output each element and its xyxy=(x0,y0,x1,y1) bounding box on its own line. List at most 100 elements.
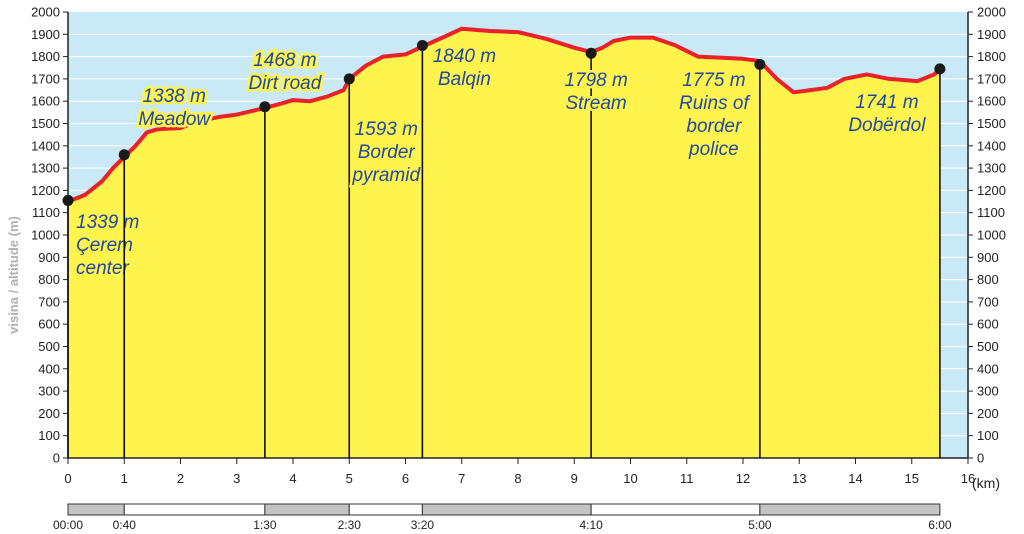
time-label: 3:20 xyxy=(411,518,435,532)
time-label: 5:00 xyxy=(748,518,772,532)
waypoint-marker xyxy=(585,47,597,59)
time-label: 0:40 xyxy=(113,518,137,532)
x-axis: 0 1 2 3 4 5 6 7 8 9 10 11 12 13 14 15 16 xyxy=(64,458,975,486)
x-tick-label: 3 xyxy=(233,471,240,486)
y-tick-label-left: 200 xyxy=(38,406,60,421)
y-tick-label-left: 1000 xyxy=(31,228,60,243)
y-tick-label-right: 1100 xyxy=(977,205,1005,220)
y-tick-label-left: 1200 xyxy=(31,183,60,198)
time-segment xyxy=(67,503,125,516)
elevation-line xyxy=(66,26,942,204)
waypoint-label-line: Dobërdol xyxy=(848,115,926,136)
y-tick-label-left: 100 xyxy=(38,428,60,443)
x-tick-label: 2 xyxy=(177,471,184,486)
x-tick-label: 11 xyxy=(680,471,694,486)
elevation-fill xyxy=(68,28,940,458)
waypoint-marker xyxy=(343,73,355,85)
time-label: 1:30 xyxy=(253,518,277,532)
y-tick-label-left: 2000 xyxy=(31,5,60,20)
x-tick-label: 12 xyxy=(736,471,750,486)
y-tick-label-right: 0 xyxy=(977,451,984,466)
waypoint-label-line: Çerem xyxy=(76,235,133,256)
y-tick-label-left: 1500 xyxy=(31,116,60,131)
y-tick-label-left: 1800 xyxy=(31,49,60,64)
y-tick-label-right: 300 xyxy=(977,384,999,399)
y-tick-label-left: 1400 xyxy=(31,138,60,153)
y-tick-label-left: 1300 xyxy=(31,161,60,176)
y-tick-label-right: 1400 xyxy=(977,138,1006,153)
waypoint-marker xyxy=(259,101,271,113)
time-segment xyxy=(123,503,266,516)
y-tick-label-right: 500 xyxy=(977,339,999,354)
waypoint-label-line: 1338 m xyxy=(143,86,206,107)
y-tick-label-right: 600 xyxy=(977,317,999,332)
waypoint-label-line: 1741 m xyxy=(855,92,918,113)
x-tick-label: 16 xyxy=(961,471,975,486)
waypoint-label-line: 1775 m xyxy=(682,70,745,91)
waypoint-label-line: Meadow xyxy=(138,109,211,130)
y-tick-label-left: 1700 xyxy=(31,71,60,86)
time-segment xyxy=(348,503,423,516)
waypoint-marker xyxy=(416,39,428,51)
y-tick-label-right: 2000 xyxy=(977,5,1006,20)
y-tick-label-right: 1500 xyxy=(977,116,1006,131)
waypoint-marker xyxy=(754,58,766,70)
y-tick-label-left: 900 xyxy=(38,250,60,265)
waypoint-label-line: police xyxy=(688,139,739,160)
y-tick-label-right: 1600 xyxy=(977,94,1006,109)
y-tick-label-left: 600 xyxy=(38,317,60,332)
x-tick-label: 9 xyxy=(571,471,578,486)
waypoint-label-line: Border xyxy=(358,142,416,163)
x-tick-label: 8 xyxy=(514,471,521,486)
y-tick-label-right: 700 xyxy=(977,294,999,309)
time-segment xyxy=(590,503,761,516)
waypoint-label-line: Stream xyxy=(566,93,627,114)
x-tick-label: 0 xyxy=(64,471,71,486)
y-axis-left: 0 100 200 300 400 500 600 700 800 900 1000 1100 1200… xyxy=(31,5,68,466)
waypoint-label-line: 1593 m xyxy=(355,119,418,140)
y-tick-label-left: 700 xyxy=(38,294,60,309)
time-label: 6:00 xyxy=(928,518,952,532)
x-tick-label: 4 xyxy=(289,471,296,486)
time-label: 2:30 xyxy=(338,518,362,532)
x-tick-label: 10 xyxy=(623,471,637,486)
time-bar: 00:00 0:40 1:30 2:30 3:20 4:10 5:00 6:00 xyxy=(53,503,952,532)
time-segment xyxy=(421,503,592,516)
time-segment xyxy=(759,503,941,516)
x-tick-label: 6 xyxy=(402,471,409,486)
y-axis-title: visina / altitude (m) xyxy=(6,216,21,334)
x-axis-unit: (km) xyxy=(972,475,1000,491)
elevation-area xyxy=(66,26,942,458)
y-tick-label-right: 1800 xyxy=(977,49,1006,64)
y-tick-label-left: 400 xyxy=(38,361,60,376)
x-tick-label: 14 xyxy=(848,471,862,486)
time-label: 4:10 xyxy=(579,518,603,532)
time-label: 00:00 xyxy=(53,518,83,532)
y-tick-label-right: 100 xyxy=(977,428,999,443)
waypoint-marker xyxy=(118,149,130,161)
x-tick-label: 15 xyxy=(905,471,919,486)
waypoint-label-line: border xyxy=(686,116,742,137)
y-tick-label-right: 1700 xyxy=(977,71,1006,86)
waypoint-label-line: Dirt road xyxy=(248,73,322,94)
y-tick-label-right: 200 xyxy=(977,406,999,421)
x-tick-label: 7 xyxy=(458,471,465,486)
waypoint-label-line: pyramid xyxy=(351,165,421,186)
y-axis-right: 0 100 200 300 400 500 600 700 800 900 1000 1100 1200… xyxy=(968,5,1006,466)
waypoint-label-line: 1840 m xyxy=(433,46,496,67)
y-tick-label-right: 1000 xyxy=(977,228,1006,243)
time-segment xyxy=(264,503,350,516)
y-tick-label-right: 1200 xyxy=(977,183,1006,198)
waypoint-marker xyxy=(62,194,74,206)
y-tick-label-left: 500 xyxy=(38,339,60,354)
y-tick-label-right: 900 xyxy=(977,250,999,265)
y-tick-label-left: 800 xyxy=(38,272,60,287)
waypoint-label-line: 1468 m xyxy=(253,50,316,71)
y-tick-label-left: 300 xyxy=(38,384,60,399)
waypoint-label-line: 1798 m xyxy=(564,70,627,91)
y-tick-label-left: 0 xyxy=(53,451,60,466)
y-tick-label-right: 400 xyxy=(977,361,999,376)
y-tick-label-left: 1600 xyxy=(31,94,60,109)
x-tick-label: 13 xyxy=(792,471,806,486)
